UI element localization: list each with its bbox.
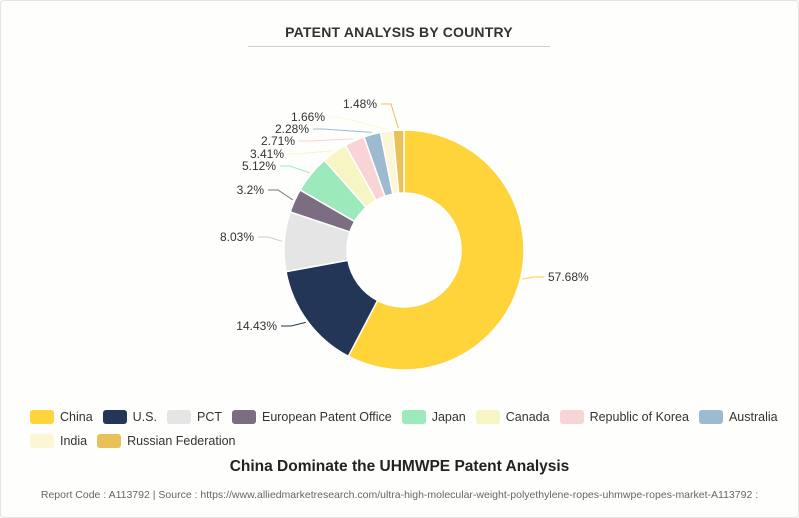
legend-swatch <box>698 410 723 424</box>
data-label: 57.68% <box>548 270 589 284</box>
data-label: 2.71% <box>261 134 295 148</box>
legend-item[interactable]: U.S. <box>102 410 157 424</box>
legend-item[interactable]: European Patent Office <box>231 410 392 424</box>
legend-label: Russian Federation <box>127 434 236 448</box>
legend-swatch <box>102 410 127 424</box>
data-label: 3.2% <box>237 183 265 197</box>
legend-item[interactable]: Australia <box>698 410 778 424</box>
legend-label: Republic of Korea <box>589 410 689 424</box>
leader-line <box>329 116 387 130</box>
legend-label: PCT <box>196 410 222 424</box>
legend-row: China U.S. PCT European Patent Office Japan C… <box>30 405 790 429</box>
legend-item[interactable]: PCT <box>166 410 222 424</box>
legend-label: Canada <box>505 410 550 424</box>
legend-label: U.S. <box>132 410 157 424</box>
donut-chart: 57.68% 14.43% 8.03% 3.2% 5.12%3.41%2.71%2.28… <box>220 97 589 371</box>
legend-label: India <box>60 434 88 448</box>
legend-item[interactable]: Russian Federation <box>97 434 236 448</box>
legend-label: Japan <box>431 410 466 424</box>
leader-line <box>288 150 334 155</box>
leader-line <box>313 128 372 133</box>
legend-label: European Patent Office <box>261 410 392 424</box>
leader-line <box>268 189 294 201</box>
leader-line <box>299 138 354 142</box>
data-label: 1.66% <box>291 110 325 124</box>
leader-line <box>381 103 399 129</box>
chart-title: PATENT ANALYSIS BY COUNTRY <box>248 24 550 47</box>
leader-line <box>258 236 283 242</box>
leader-line <box>281 321 306 327</box>
data-label: 3.41% <box>250 147 284 161</box>
legend-item[interactable]: India <box>30 434 87 448</box>
legend-row: India Russian Federation <box>30 429 790 453</box>
legend-swatch <box>166 410 191 424</box>
legend-item[interactable]: Canada <box>475 410 550 424</box>
leader-line <box>522 276 544 280</box>
slice-china[interactable] <box>347 129 525 371</box>
legend-label: China <box>60 410 93 424</box>
chart-subtitle: China Dominate the UHMWPE Patent Analysi… <box>229 458 570 475</box>
legend-swatch <box>559 410 584 424</box>
legend-label: Australia <box>728 410 778 424</box>
legend-swatch <box>401 410 426 424</box>
legend-item[interactable]: Japan <box>401 410 466 424</box>
legend-swatch <box>231 410 256 424</box>
data-label: 8.03% <box>220 230 254 244</box>
legend-item[interactable]: China <box>30 410 93 424</box>
slice-russian-federation[interactable] <box>392 129 405 195</box>
legend-swatch <box>30 410 54 424</box>
data-label: 5.12% <box>242 159 276 173</box>
leader-line <box>280 165 310 174</box>
legend-swatch <box>97 434 122 448</box>
data-label: 14.43% <box>236 319 277 333</box>
legend-swatch <box>30 434 54 448</box>
data-label: 2.28% <box>275 122 309 136</box>
source-footer: Report Code : A113792 | Source : https:/… <box>40 489 759 501</box>
legend-item[interactable]: Republic of Korea <box>559 410 689 424</box>
legend-swatch <box>475 410 500 424</box>
data-label: 1.48% <box>343 97 377 111</box>
legend: China U.S. PCT European Patent Office Japan C… <box>30 405 790 453</box>
